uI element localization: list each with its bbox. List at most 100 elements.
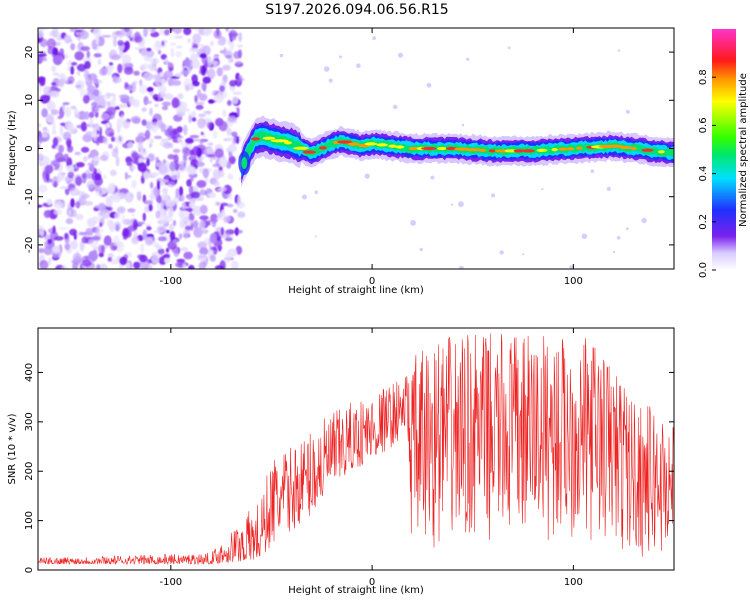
noise-speck bbox=[70, 43, 76, 51]
noise-speck bbox=[40, 226, 45, 237]
noise-speck bbox=[177, 160, 185, 165]
noise-speck bbox=[47, 238, 53, 245]
noise-speck bbox=[151, 254, 160, 265]
noise-speck bbox=[59, 48, 65, 57]
noise-speck bbox=[226, 161, 232, 169]
noise-speck bbox=[93, 28, 102, 38]
noise-speck bbox=[43, 85, 52, 96]
colorbar-tick-label: 0.2 bbox=[698, 214, 709, 230]
noise-speck bbox=[108, 62, 114, 66]
noise-speck bbox=[232, 96, 239, 105]
colorbar-tick-label: 0.6 bbox=[698, 117, 709, 133]
noise-speck bbox=[165, 229, 170, 234]
y-tick-label: 400 bbox=[24, 363, 35, 382]
noise-speck bbox=[78, 195, 87, 206]
noise-speck bbox=[193, 227, 203, 238]
noise-speck bbox=[51, 82, 57, 86]
noise-speck bbox=[134, 31, 141, 41]
noise-speck bbox=[171, 80, 182, 86]
noise-speck bbox=[66, 165, 75, 172]
noise-speck bbox=[53, 209, 63, 215]
noise-speck bbox=[127, 208, 136, 213]
noise-speck bbox=[217, 245, 223, 251]
noise-speck bbox=[113, 75, 117, 83]
noise-speck bbox=[45, 234, 51, 238]
noise-speck bbox=[182, 146, 190, 155]
noise-speck bbox=[124, 175, 132, 178]
noise-speck bbox=[229, 80, 237, 87]
noise-speck bbox=[227, 100, 232, 106]
noise-speck bbox=[143, 200, 154, 205]
y-tick-label: 20 bbox=[24, 46, 35, 59]
noise-speck bbox=[141, 107, 147, 112]
noise-speck bbox=[198, 254, 207, 259]
noise-speck bbox=[55, 246, 60, 252]
noise-speck bbox=[161, 105, 169, 111]
noise-speck bbox=[148, 63, 157, 72]
noise-speck bbox=[173, 249, 180, 257]
noise-speck bbox=[88, 111, 95, 119]
noise-speck bbox=[155, 210, 161, 219]
sparse-speck bbox=[499, 250, 504, 255]
noise-speck bbox=[128, 99, 136, 106]
noise-speck bbox=[149, 138, 154, 144]
noise-speck bbox=[107, 66, 115, 70]
noise-speck bbox=[46, 199, 53, 206]
noise-speck bbox=[149, 107, 153, 116]
sparse-speck bbox=[314, 190, 319, 194]
sparse-speck bbox=[606, 186, 611, 191]
noise-speck bbox=[137, 132, 147, 137]
noise-speck bbox=[135, 135, 145, 144]
noise-speck bbox=[216, 181, 220, 186]
noise-speck bbox=[70, 65, 75, 75]
sparse-speck bbox=[279, 53, 284, 58]
sparse-speck bbox=[461, 123, 465, 127]
noise-speck bbox=[203, 83, 207, 92]
noise-speck bbox=[64, 232, 69, 240]
noise-speck bbox=[164, 70, 173, 79]
ridge-peak bbox=[551, 148, 558, 152]
noise-speck bbox=[114, 212, 121, 220]
noise-speck bbox=[159, 85, 167, 95]
noise-speck bbox=[50, 109, 59, 115]
noise-speck bbox=[187, 166, 197, 175]
spectrogram-noise-field bbox=[38, 28, 246, 269]
noise-speck bbox=[212, 130, 218, 139]
noise-speck bbox=[86, 50, 91, 59]
noise-speck bbox=[199, 215, 209, 221]
noise-speck bbox=[131, 236, 139, 245]
noise-speck bbox=[185, 137, 194, 144]
noise-speck bbox=[95, 138, 100, 146]
ridge-peak bbox=[270, 139, 289, 143]
noise-speck bbox=[216, 234, 221, 242]
noise-speck bbox=[137, 141, 144, 152]
sparse-speck bbox=[625, 227, 629, 231]
noise-speck bbox=[69, 187, 80, 196]
y-tick-label: 0 bbox=[24, 145, 35, 151]
noise-speck bbox=[52, 47, 59, 56]
noise-speck bbox=[46, 38, 56, 49]
sparse-speck bbox=[590, 169, 595, 173]
noise-speck bbox=[82, 133, 93, 143]
noise-speck bbox=[164, 57, 169, 65]
noise-speck bbox=[182, 229, 189, 240]
noise-speck bbox=[87, 154, 92, 159]
ridge-peak bbox=[465, 148, 482, 152]
noise-speck bbox=[238, 49, 242, 59]
noise-speck bbox=[210, 213, 219, 224]
noise-speck bbox=[133, 261, 141, 269]
noise-speck bbox=[115, 224, 120, 232]
noise-speck bbox=[217, 90, 228, 99]
noise-speck bbox=[70, 198, 75, 208]
noise-speck bbox=[198, 113, 207, 118]
noise-speck bbox=[162, 187, 169, 194]
noise-speck bbox=[148, 203, 153, 212]
noise-speck bbox=[81, 146, 90, 153]
noise-speck bbox=[203, 28, 213, 36]
noise-speck bbox=[232, 91, 242, 95]
spectrogram-y-ticks: -20 -10 0 10 20 bbox=[24, 46, 674, 253]
ridge-peak bbox=[284, 141, 292, 145]
noise-speck bbox=[80, 46, 90, 52]
noise-speck bbox=[161, 40, 165, 46]
